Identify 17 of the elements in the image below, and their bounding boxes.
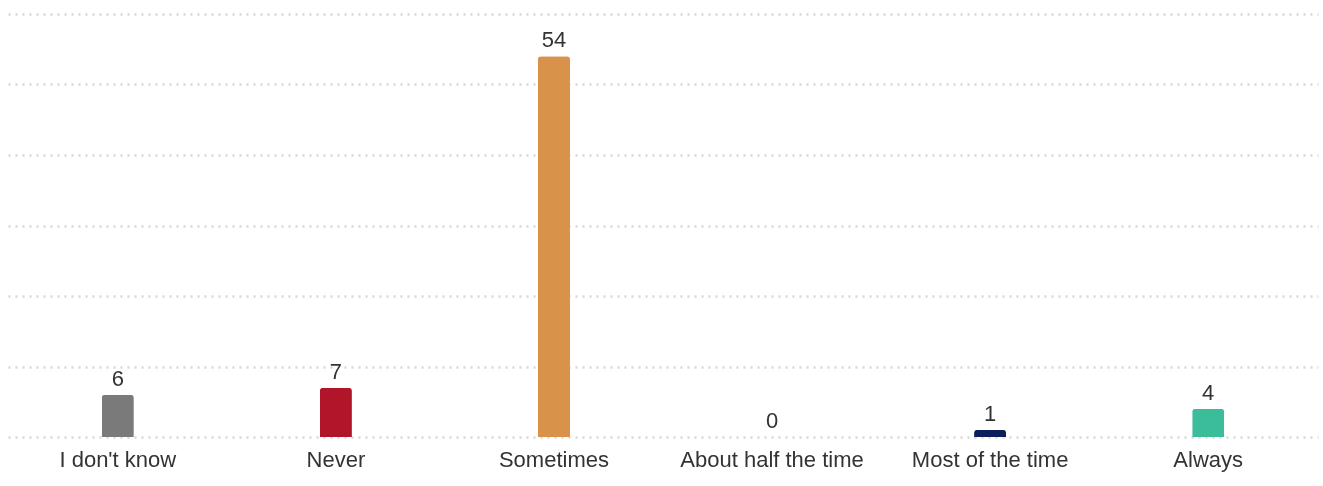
bar <box>1192 408 1225 437</box>
data-label: 54 <box>541 27 567 53</box>
x-tick-label: Most of the time <box>911 446 1069 472</box>
x-tick-label: Never <box>306 446 366 472</box>
bar <box>974 429 1007 437</box>
data-label: 6 <box>111 365 124 391</box>
x-tick-label: Always <box>1173 446 1244 472</box>
data-label: 0 <box>765 408 779 433</box>
bar <box>537 56 570 437</box>
bar <box>101 394 134 437</box>
x-tick-label: Sometimes <box>498 446 609 472</box>
bar <box>319 387 352 437</box>
data-label: 1 <box>983 400 997 426</box>
x-tick-label: About half the time <box>680 446 864 472</box>
x-tick-label: I don't know <box>59 446 177 472</box>
data-label: 4 <box>1202 379 1215 405</box>
data-label: 7 <box>329 358 343 384</box>
